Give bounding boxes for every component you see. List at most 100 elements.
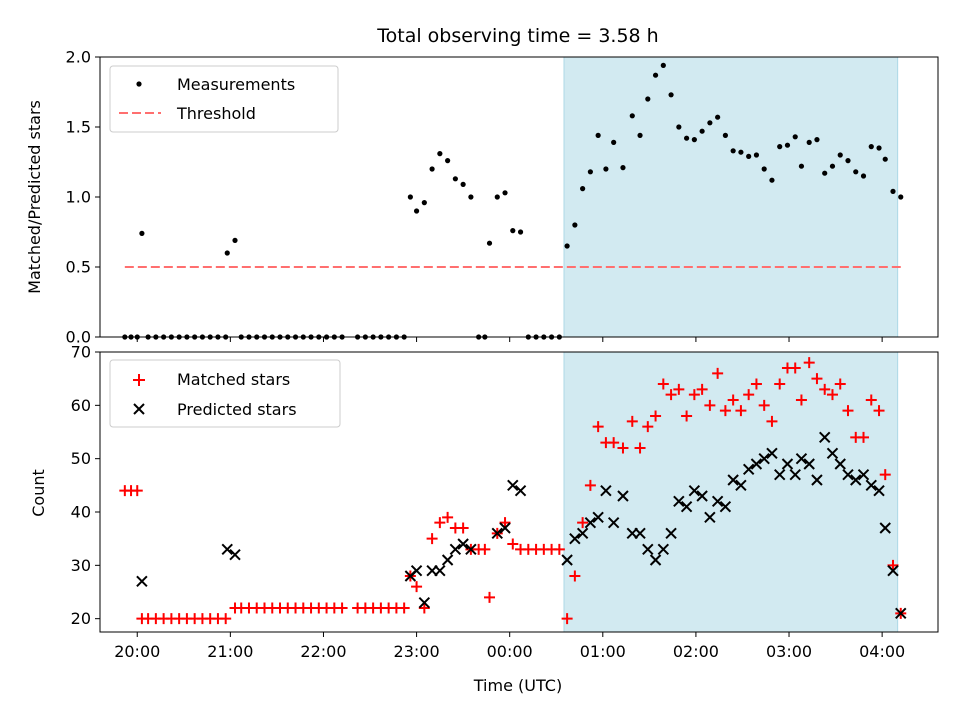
predicted-star-point: [584, 516, 597, 529]
matched-star-point: [688, 389, 700, 401]
measurement-point: [452, 176, 458, 182]
x-tick-label: 01:00: [580, 642, 626, 661]
predicted-star-point: [441, 554, 454, 566]
matched-star-point: [879, 469, 891, 481]
measurement-point: [660, 62, 666, 68]
x-tick-label: 00:00: [487, 642, 533, 661]
measurement-point: [595, 132, 601, 138]
predicted-star-point: [229, 548, 241, 561]
ratio-panel: Total observing time = 3.58 h Matched/Pr…: [25, 25, 939, 347]
predicted-star-point: [895, 607, 907, 620]
predicted-star-point: [673, 495, 685, 508]
y-tick-label: 40: [71, 503, 91, 522]
chart-title: Total observing time = 3.58 h: [376, 25, 658, 47]
measurement-point: [882, 156, 888, 162]
matched-star-point: [561, 613, 573, 625]
measurement-point: [510, 228, 516, 234]
measurement-point: [437, 151, 443, 157]
measurement-point: [829, 163, 836, 169]
legend-measurements-marker: [136, 81, 142, 87]
y-tick-label: 70: [71, 343, 91, 362]
predicted-star-point: [514, 484, 527, 497]
measurement-point: [572, 222, 578, 228]
measurement-point: [668, 92, 674, 98]
axes-frame: [99, 351, 939, 633]
predicted-star-point: [789, 468, 801, 481]
matched-star-point: [657, 378, 669, 390]
predicted-star-point: [410, 564, 423, 577]
measurement-point: [761, 166, 767, 172]
measurement-point: [691, 137, 697, 143]
measurement-point: [730, 148, 736, 154]
measurement-point: [806, 139, 812, 145]
matched-star-point: [626, 415, 638, 427]
matched-star-point: [499, 517, 511, 529]
measurement-point: [845, 158, 851, 164]
measurement-point: [890, 188, 896, 194]
legend-measurements-label: Measurements: [177, 75, 295, 94]
legend-predicted-label: Predicted stars: [177, 400, 297, 419]
predicted-star-point: [642, 543, 654, 556]
matched-star-point: [634, 442, 646, 454]
matched-star-point: [642, 421, 654, 433]
predicted-star-point: [696, 490, 708, 502]
x-tick-label: 02:00: [673, 642, 719, 661]
matched-star-point: [442, 511, 454, 523]
predicted-star-point: [819, 431, 831, 444]
matched-star-point: [592, 421, 604, 433]
predicted-star-point: [465, 543, 477, 556]
matched-star-point: [457, 522, 469, 534]
predicted-star-point: [873, 484, 885, 497]
measurement-point: [629, 113, 635, 119]
matched-star-point: [774, 378, 786, 390]
legend-matched-marker: [133, 374, 145, 386]
matched-star-point: [865, 394, 877, 406]
predicted-star-point: [803, 458, 815, 470]
measurement-point: [139, 230, 145, 236]
y-tick-label: 60: [71, 396, 91, 415]
matched-star-point: [131, 485, 143, 497]
matched-star-point: [479, 543, 491, 555]
count-legend: Matched stars Predicted stars: [109, 359, 341, 428]
measurement-point: [645, 96, 651, 102]
matched-star-point: [220, 613, 232, 625]
y-tick-label: 1.0: [66, 188, 91, 207]
measurement-point: [676, 124, 682, 130]
matched-star-point: [398, 602, 410, 614]
matched-star-point: [484, 591, 496, 603]
matched-star-point: [803, 357, 815, 369]
matched-star-point: [826, 389, 838, 401]
matched-star-point: [743, 389, 755, 401]
ratio-plot-area: 0.0 0.5 1.0 1.5 2.0: [66, 48, 939, 347]
predicted-star-point: [781, 458, 794, 470]
matched-star-point: [681, 410, 693, 422]
highlight-span: [564, 352, 898, 632]
matched-star-point: [750, 378, 762, 390]
measurement-point: [413, 208, 420, 214]
predicted-star-point: [680, 500, 693, 513]
predicted-star-point: [434, 564, 446, 577]
x-tick-label: 04:00: [859, 642, 905, 661]
matched-star-point: [887, 559, 899, 571]
predicted-star-point: [657, 543, 670, 556]
x-axis-label: Time (UTC): [473, 676, 562, 695]
matched-star-point: [873, 405, 885, 417]
legend-frame: [109, 359, 341, 428]
matched-star-point: [617, 442, 629, 454]
predicted-star-point: [136, 575, 148, 588]
predicted-star-point: [561, 554, 573, 566]
predicted-star-point: [711, 495, 724, 508]
y-tick-label: 1.5: [66, 118, 91, 137]
predicted-star-point: [507, 479, 519, 492]
legend-frame: [109, 65, 339, 133]
legend-matched-label: Matched stars: [177, 370, 290, 389]
matched-star-point: [789, 362, 801, 374]
matched-star-point: [569, 570, 581, 582]
measurement-point: [502, 190, 508, 196]
predicted-star-point: [879, 522, 891, 534]
measurement-point: [564, 243, 570, 249]
predicted-star-point: [221, 543, 233, 556]
y-tick-label: 2.0: [66, 48, 91, 67]
matched-star-point: [411, 581, 423, 593]
